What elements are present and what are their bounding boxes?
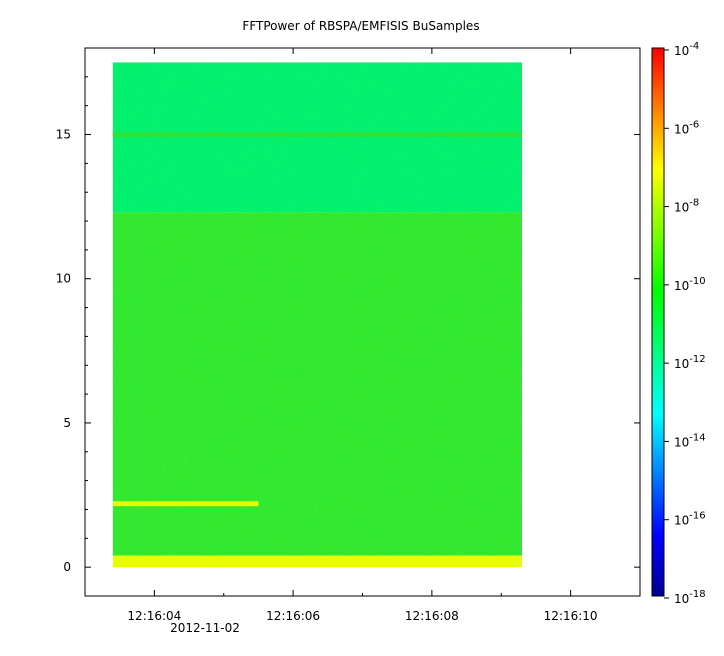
colorbar-tick-exp: -14 xyxy=(689,432,705,443)
colorbar-tick-base: 10 xyxy=(674,201,689,215)
y-tick-label: 0 xyxy=(63,560,71,574)
colorbar-tick-label: 10-10 xyxy=(674,276,706,293)
spectrogram-speckle-0 xyxy=(112,62,523,213)
x-tick-label: 12:16:10 xyxy=(544,609,598,623)
x-axis: 12:16:04 12:16:06 12:16:08 12:16:10 xyxy=(84,48,641,623)
spectrogram-line-3 xyxy=(112,132,523,138)
x-tick-label: 12:16:06 xyxy=(266,609,320,623)
spectrogram-speckle-1 xyxy=(112,212,523,556)
colorbar-tick-base: 10 xyxy=(674,357,689,371)
x-tick-label: 12:16:04 xyxy=(127,609,181,623)
colorbar-tick-label: 10-6 xyxy=(674,119,699,136)
colorbar-tick-base: 10 xyxy=(674,592,689,606)
colorbar-tick-label: 10-14 xyxy=(674,432,706,449)
colorbar-tick-exp: -16 xyxy=(689,511,705,522)
colorbar-tick-label: 10-8 xyxy=(674,198,699,215)
colorbar-tick-exp: -10 xyxy=(689,276,705,287)
colorbar-tick-exp: -18 xyxy=(689,589,705,600)
colorbar-tick-label: 10-4 xyxy=(674,41,699,58)
x-tick-label: 12:16:08 xyxy=(405,609,459,623)
x-date-label: 2012-11-02 xyxy=(170,621,240,635)
colorbar-tick-exp: -8 xyxy=(689,198,699,209)
colorbar-tick-label: 10-12 xyxy=(674,354,706,371)
colorbar-tick-exp: -6 xyxy=(689,119,699,130)
colorbar-tick-base: 10 xyxy=(674,514,689,528)
chart-title: FFTPower of RBSPA/EMFISIS BuSamples xyxy=(242,19,479,33)
y-tick-label: 10 xyxy=(56,272,71,286)
y-tick-label: 5 xyxy=(63,416,71,430)
plot-area xyxy=(84,47,641,597)
colorbar-tick-exp: -12 xyxy=(689,354,705,365)
colorbar-tick-base: 10 xyxy=(674,279,689,293)
colorbar-tick-exp: -4 xyxy=(689,41,699,52)
colorbar-tick-base: 10 xyxy=(674,435,689,449)
colorbar-tick-label: 10-18 xyxy=(674,589,706,606)
spectrogram-line-4 xyxy=(112,501,259,507)
y-tick-label: 15 xyxy=(56,128,71,142)
colorbar-tick-label: 10-16 xyxy=(674,511,706,528)
spectrogram-speckle-2 xyxy=(112,555,523,568)
colorbar-tick-base: 10 xyxy=(674,44,689,58)
colorbar-strip xyxy=(651,47,665,597)
colorbar-tick-base: 10 xyxy=(674,122,689,136)
